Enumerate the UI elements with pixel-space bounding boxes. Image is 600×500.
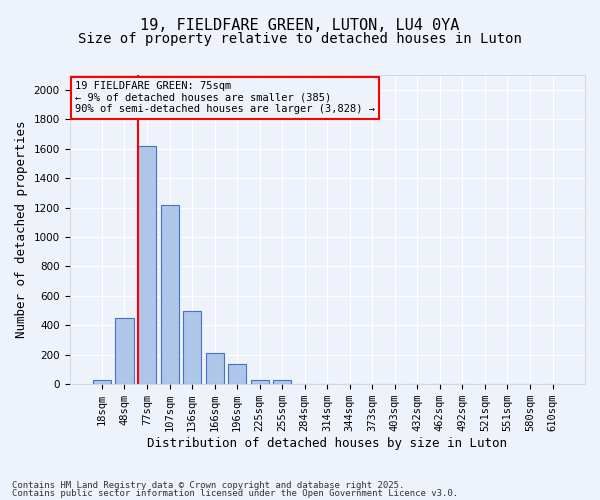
Bar [206,352,224,384]
Bar [115,318,134,384]
Bar [93,380,111,384]
Text: Size of property relative to detached houses in Luton: Size of property relative to detached ho… [78,32,522,46]
Text: 19, FIELDFARE GREEN, LUTON, LU4 0YA: 19, FIELDFARE GREEN, LUTON, LU4 0YA [140,18,460,32]
Text: Contains HM Land Registry data © Crown copyright and database right 2025.: Contains HM Land Registry data © Crown c… [12,480,404,490]
Text: 19 FIELDFARE GREEN: 75sqm
← 9% of detached houses are smaller (385)
90% of semi-: 19 FIELDFARE GREEN: 75sqm ← 9% of detach… [74,81,374,114]
Bar [183,310,201,384]
Bar [138,146,156,384]
Bar [228,364,246,384]
Bar [273,380,291,384]
Y-axis label: Number of detached properties: Number of detached properties [15,121,28,338]
Bar [251,380,269,384]
Bar [161,204,179,384]
Text: Contains public sector information licensed under the Open Government Licence v3: Contains public sector information licen… [12,489,458,498]
X-axis label: Distribution of detached houses by size in Luton: Distribution of detached houses by size … [147,437,507,450]
